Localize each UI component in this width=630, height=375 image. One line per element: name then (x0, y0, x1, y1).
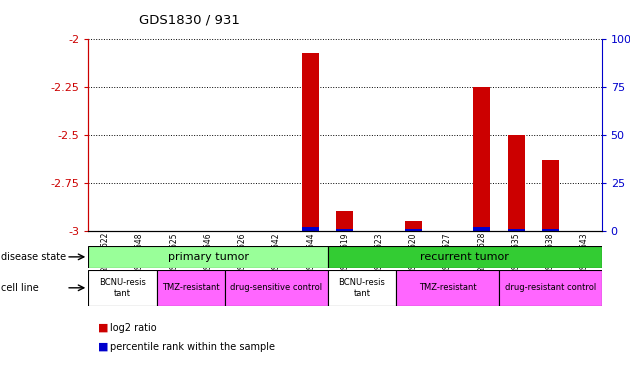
Text: GDS1830 / 931: GDS1830 / 931 (139, 13, 239, 26)
Bar (336, 229, 353, 231)
Bar (542, 229, 559, 231)
Bar (302, 53, 319, 231)
Bar (542, 160, 559, 231)
Bar (396, 270, 499, 306)
Bar (499, 270, 602, 306)
Bar (302, 227, 319, 231)
Text: drug-resistant control: drug-resistant control (505, 284, 596, 292)
Bar (328, 270, 396, 306)
Bar (88, 270, 157, 306)
Bar (88, 246, 328, 268)
Text: BCNU-resis
tant: BCNU-resis tant (338, 278, 386, 297)
Bar (508, 229, 525, 231)
Text: cell line: cell line (1, 283, 39, 293)
Bar (508, 135, 525, 231)
Bar (336, 211, 353, 231)
Text: percentile rank within the sample: percentile rank within the sample (110, 342, 275, 352)
Text: recurrent tumor: recurrent tumor (420, 252, 509, 262)
Text: BCNU-resis
tant: BCNU-resis tant (99, 278, 146, 297)
Text: TMZ-resistant: TMZ-resistant (162, 284, 220, 292)
Text: primary tumor: primary tumor (168, 252, 248, 262)
Bar (405, 229, 422, 231)
Text: ■: ■ (98, 342, 108, 352)
Bar (328, 246, 602, 268)
Bar (405, 221, 422, 231)
Bar (473, 87, 490, 231)
Text: log2 ratio: log2 ratio (110, 323, 157, 333)
Text: drug-sensitive control: drug-sensitive control (231, 284, 323, 292)
Text: disease state: disease state (1, 252, 66, 261)
Text: TMZ-resistant: TMZ-resistant (419, 284, 476, 292)
Bar (225, 270, 328, 306)
Bar (157, 270, 225, 306)
Bar (473, 227, 490, 231)
Text: ■: ■ (98, 323, 108, 333)
